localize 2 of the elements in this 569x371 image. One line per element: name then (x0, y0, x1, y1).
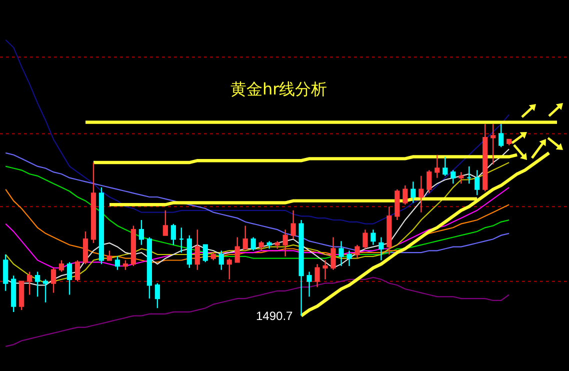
chart-title: 黄金hr线分析 (230, 80, 328, 99)
annotation: 1490.7 (256, 309, 294, 323)
